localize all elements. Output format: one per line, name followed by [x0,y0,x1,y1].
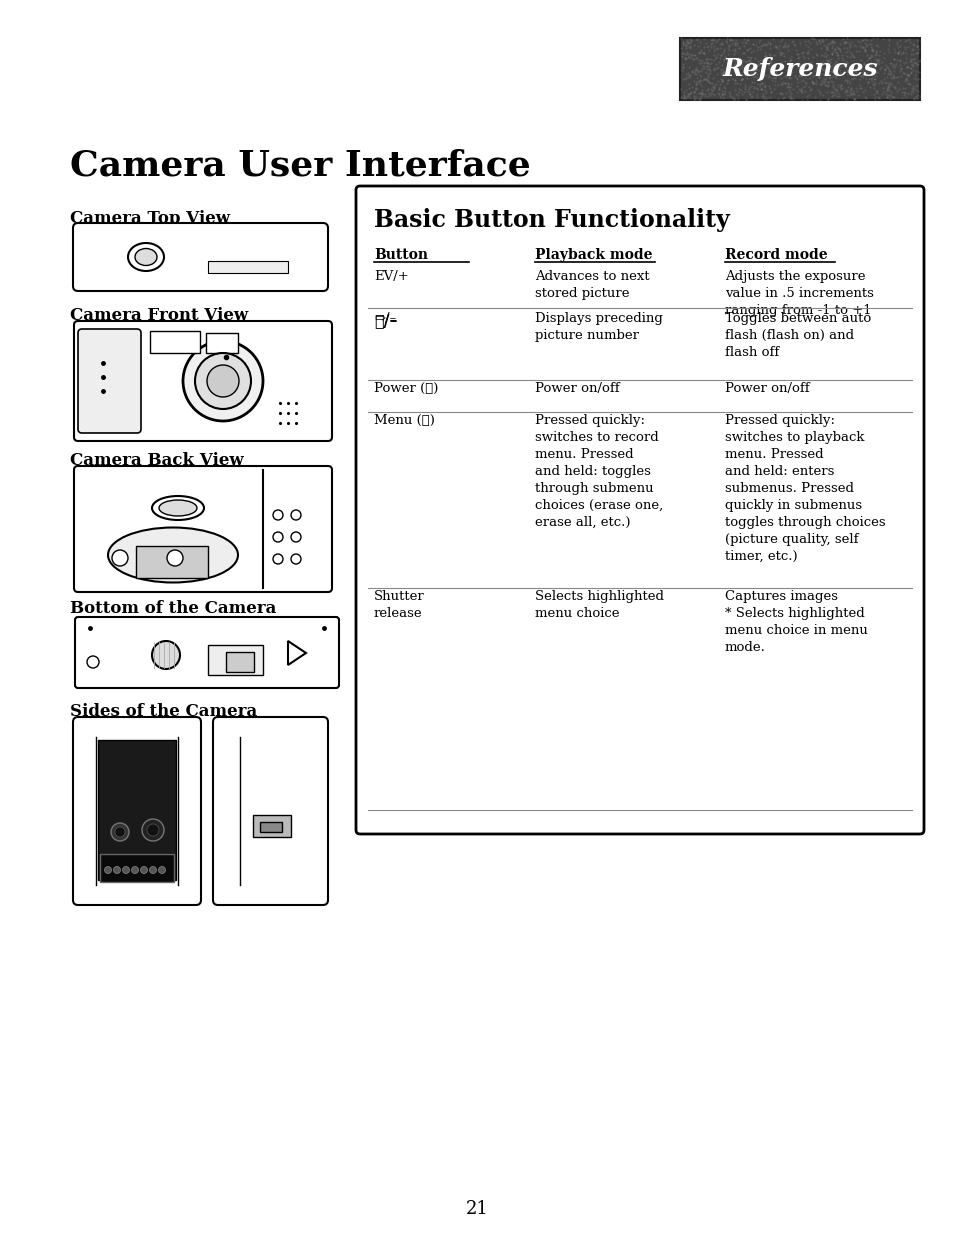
FancyBboxPatch shape [74,321,332,441]
Circle shape [112,551,128,565]
Text: Camera Front View: Camera Front View [70,308,248,324]
Polygon shape [288,641,306,665]
Circle shape [167,551,183,565]
Circle shape [111,823,129,841]
Text: Captures images
* Selects highlighted
menu choice in menu
mode.: Captures images * Selects highlighted me… [724,590,867,653]
Text: Shutter
release: Shutter release [374,590,424,620]
Ellipse shape [159,500,196,516]
Circle shape [291,554,301,564]
Circle shape [158,867,165,873]
Circle shape [142,818,164,841]
Text: Camera Top View: Camera Top View [70,210,230,227]
Text: Power (ⓘ): Power (ⓘ) [374,382,438,396]
Text: Displays preceding
picture number: Displays preceding picture number [535,312,662,342]
FancyBboxPatch shape [74,466,332,591]
Text: Basic Button Functionality: Basic Button Functionality [374,208,729,232]
Circle shape [291,532,301,542]
Circle shape [150,867,156,873]
Bar [253,815,291,837]
Text: Menu (ⓜ): Menu (ⓜ) [374,414,435,427]
Text: Toggles between auto
flash (flash on) and
flash off: Toggles between auto flash (flash on) an… [724,312,870,360]
Ellipse shape [108,527,237,583]
Text: Camera Back View: Camera Back View [70,453,243,469]
Circle shape [122,867,130,873]
Text: ⚡/–: ⚡/– [374,312,397,329]
Text: EV/+: EV/+ [374,270,408,283]
Text: ⇨/–: ⇨/– [374,312,395,325]
Bar [226,652,253,672]
FancyBboxPatch shape [679,38,919,100]
Ellipse shape [128,243,164,272]
Text: References: References [721,57,877,81]
Circle shape [207,365,239,397]
Text: Pressed quickly:
switches to record
menu. Pressed
and held: toggles
through subm: Pressed quickly: switches to record menu… [535,414,662,529]
FancyBboxPatch shape [73,717,201,905]
Bar [100,854,173,882]
Text: Bottom of the Camera: Bottom of the Camera [70,600,276,618]
Circle shape [291,510,301,520]
Circle shape [273,532,283,542]
Bar [98,740,175,880]
Text: Button: Button [374,248,428,262]
Bar [136,546,208,578]
Ellipse shape [135,248,157,265]
Text: Advances to next
stored picture: Advances to next stored picture [535,270,649,300]
Text: Power on/off: Power on/off [724,382,809,396]
FancyBboxPatch shape [73,223,328,291]
Circle shape [273,554,283,564]
Text: Playback mode: Playback mode [535,248,652,262]
Text: Record mode: Record mode [724,248,827,262]
Bar [208,645,263,675]
Circle shape [140,867,148,873]
Circle shape [183,341,263,422]
Circle shape [113,867,120,873]
FancyBboxPatch shape [78,329,141,433]
Circle shape [147,825,159,836]
Ellipse shape [152,496,204,520]
Text: Power on/off: Power on/off [535,382,619,396]
Bar [150,331,200,353]
Text: Camera User Interface: Camera User Interface [70,148,530,182]
Bar [206,334,237,353]
Text: Selects highlighted
menu choice: Selects highlighted menu choice [535,590,663,620]
Circle shape [194,353,251,409]
Circle shape [87,656,99,668]
FancyBboxPatch shape [75,618,338,688]
Text: Sides of the Camera: Sides of the Camera [70,703,257,720]
Circle shape [115,827,125,837]
Bar [260,822,282,832]
Circle shape [152,641,180,670]
Circle shape [105,867,112,873]
FancyBboxPatch shape [213,717,328,905]
Text: 21: 21 [465,1200,488,1218]
Circle shape [273,510,283,520]
Text: Pressed quickly:
switches to playback
menu. Pressed
and held: enters
submenus. P: Pressed quickly: switches to playback me… [724,414,884,563]
FancyBboxPatch shape [355,186,923,835]
Text: Adjusts the exposure
value in .5 increments
ranging from -1 to +1: Adjusts the exposure value in .5 increme… [724,270,873,317]
Bar [208,260,288,273]
Circle shape [132,867,138,873]
